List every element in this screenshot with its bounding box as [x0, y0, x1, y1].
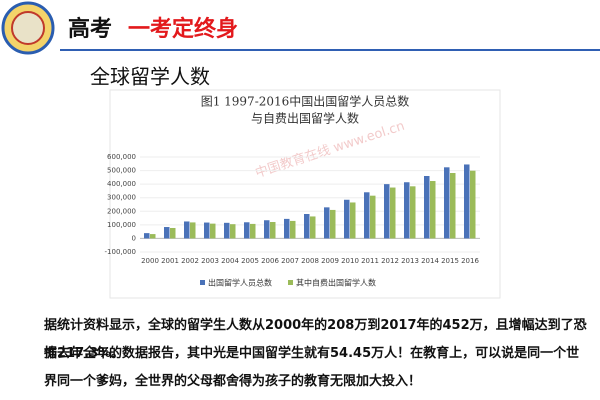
- bar: [450, 173, 456, 239]
- bar: [144, 233, 150, 239]
- paragraph: 据统计资料显示，全球的留学生人数从2000年的208万到2017年的452万，且…: [44, 318, 587, 361]
- logo-inner: [11, 11, 45, 45]
- x-tick-label: 2004: [221, 257, 239, 265]
- x-tick-label: 2002: [181, 257, 199, 265]
- x-tick-label: 2015: [441, 257, 459, 265]
- bar: [184, 221, 190, 239]
- subtitle: 全球留学人数: [90, 65, 210, 89]
- x-tick-label: 2013: [401, 257, 419, 265]
- bar: [424, 176, 430, 239]
- bar: [464, 164, 470, 239]
- chart-title: 图1 1997-2016中国出国留学人员总数: [201, 94, 410, 109]
- bar: [170, 227, 176, 239]
- legend-swatch: [200, 280, 205, 285]
- bar: [344, 199, 350, 239]
- bar: [330, 209, 336, 239]
- bar: [324, 207, 330, 239]
- bar: [350, 202, 356, 239]
- bar: [384, 184, 390, 239]
- y-tick-label: 600,000: [107, 153, 136, 161]
- bar: [244, 222, 250, 239]
- bar: [250, 223, 256, 239]
- bar: [190, 222, 196, 239]
- bar: [364, 192, 370, 239]
- x-tick-label: 2005: [241, 257, 259, 265]
- x-tick-label: 2007: [281, 257, 299, 265]
- bar: [470, 170, 476, 239]
- bar: [210, 223, 216, 239]
- y-tick-label: 200,000: [107, 207, 136, 215]
- bar: [284, 218, 290, 239]
- bar: [290, 220, 296, 239]
- y-tick-label: -100,000: [105, 248, 136, 256]
- x-tick-label: 2012: [381, 257, 399, 265]
- bar: [230, 224, 236, 239]
- header-slogan: 一考定终身: [128, 16, 238, 42]
- x-tick-label: 2016: [461, 257, 479, 265]
- y-tick-label: 0: [132, 234, 136, 242]
- x-tick-label: 2003: [201, 257, 219, 265]
- legend-label: 出国留学人员总数: [208, 278, 272, 288]
- chart-title: 与自费出国留学人数: [251, 111, 359, 126]
- bar: [370, 195, 376, 239]
- x-tick-label: 2014: [421, 257, 439, 265]
- legend-swatch: [288, 280, 293, 285]
- y-tick-label: 400,000: [107, 180, 136, 188]
- bar: [204, 222, 210, 239]
- paragraph: 据去年全年的数据报告，其中光是中国留学生就有54.45万人！在教育上，可以说是同…: [44, 346, 580, 389]
- y-tick-label: 500,000: [107, 167, 136, 175]
- bar: [270, 222, 276, 239]
- header-title: 高考: [68, 16, 112, 42]
- x-tick-label: 2011: [361, 257, 379, 265]
- bar: [430, 181, 436, 239]
- legend-label: 其中自费出国留学人数: [296, 278, 376, 288]
- y-tick-label: 300,000: [107, 194, 136, 202]
- x-tick-label: 2006: [261, 257, 279, 265]
- x-tick-label: 2009: [321, 257, 339, 265]
- bar: [304, 214, 310, 239]
- bar: [310, 216, 316, 239]
- bar: [150, 234, 156, 239]
- bar: [444, 167, 450, 239]
- y-tick-label: 100,000: [107, 221, 136, 229]
- bar: [410, 186, 416, 239]
- bar: [404, 182, 410, 239]
- bar: [164, 227, 170, 239]
- x-tick-label: 2001: [161, 257, 179, 265]
- x-tick-label: 2000: [141, 257, 159, 265]
- bar: [224, 222, 230, 239]
- x-tick-label: 2010: [341, 257, 359, 265]
- bar: [264, 220, 270, 239]
- x-tick-label: 2008: [301, 257, 319, 265]
- bar: [390, 187, 396, 239]
